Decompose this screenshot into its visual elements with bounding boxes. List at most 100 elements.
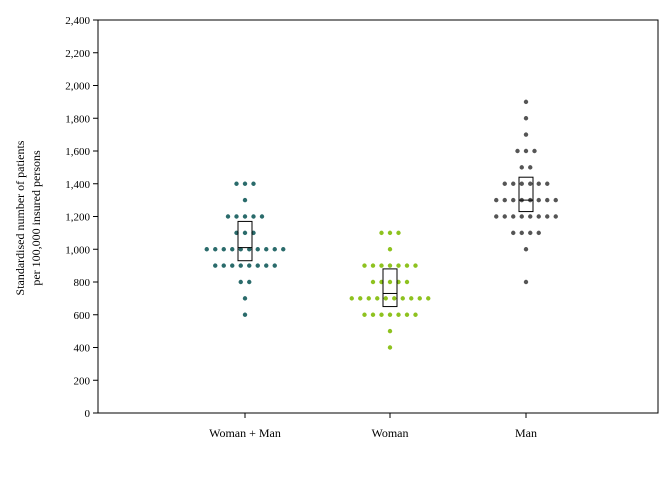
data-point bbox=[545, 181, 550, 186]
y-tick-label: 2,000 bbox=[65, 81, 90, 93]
data-point bbox=[281, 247, 286, 252]
plot-frame bbox=[97, 19, 659, 414]
data-point bbox=[230, 247, 235, 252]
data-point bbox=[272, 263, 277, 268]
data-point bbox=[494, 197, 499, 203]
data-point bbox=[536, 230, 541, 236]
data-point bbox=[225, 214, 231, 219]
data-point bbox=[379, 312, 384, 317]
y-tick-label: 1,200 bbox=[65, 212, 90, 224]
data-point bbox=[511, 214, 516, 219]
data-point bbox=[387, 247, 393, 252]
data-point bbox=[494, 214, 499, 219]
data-point bbox=[370, 312, 376, 317]
data-point bbox=[523, 148, 529, 154]
data-point bbox=[545, 214, 550, 219]
iqr-box bbox=[518, 176, 534, 213]
data-point bbox=[379, 230, 384, 236]
data-point bbox=[404, 279, 410, 285]
data-point bbox=[221, 247, 226, 252]
data-point bbox=[523, 132, 529, 137]
iqr-box bbox=[237, 220, 253, 262]
data-point bbox=[255, 263, 260, 268]
data-point bbox=[272, 247, 277, 252]
y-tick-label: 2,200 bbox=[65, 48, 90, 60]
data-point bbox=[413, 263, 418, 268]
data-point bbox=[387, 328, 393, 334]
data-point bbox=[238, 263, 243, 268]
data-point bbox=[502, 181, 507, 186]
data-point bbox=[523, 99, 529, 105]
data-point bbox=[426, 296, 431, 301]
data-point bbox=[259, 214, 265, 219]
data-point bbox=[396, 312, 401, 317]
data-point bbox=[247, 263, 252, 268]
data-point bbox=[400, 296, 405, 301]
data-point bbox=[396, 263, 401, 268]
data-point bbox=[358, 296, 363, 301]
data-point bbox=[511, 230, 516, 236]
y-tick-label: 2,400 bbox=[65, 15, 90, 27]
data-point bbox=[362, 263, 367, 268]
data-point bbox=[238, 247, 243, 252]
data-point bbox=[523, 116, 529, 121]
data-point bbox=[528, 230, 533, 236]
y-tick-label: 400 bbox=[74, 343, 91, 355]
data-point bbox=[264, 247, 269, 252]
data-point bbox=[387, 345, 393, 350]
data-point bbox=[502, 214, 507, 219]
data-point bbox=[387, 312, 393, 317]
data-point bbox=[370, 263, 376, 268]
data-point bbox=[536, 181, 541, 186]
data-point bbox=[213, 263, 218, 268]
data-point bbox=[392, 296, 397, 301]
y-tick-label: 0 bbox=[85, 408, 91, 420]
data-point bbox=[242, 214, 248, 219]
data-point bbox=[383, 296, 388, 301]
data-point bbox=[242, 312, 248, 317]
data-point bbox=[515, 148, 520, 154]
data-point bbox=[238, 279, 243, 285]
data-point bbox=[213, 247, 218, 252]
data-point bbox=[387, 263, 393, 268]
data-point bbox=[242, 197, 248, 203]
data-point bbox=[255, 247, 260, 252]
x-category-label: Woman bbox=[371, 426, 408, 440]
data-point bbox=[349, 296, 354, 301]
data-point bbox=[234, 214, 239, 219]
data-point bbox=[532, 148, 537, 154]
y-tick-label: 1,600 bbox=[65, 146, 90, 158]
data-point bbox=[370, 279, 376, 285]
data-point bbox=[528, 181, 533, 186]
data-point bbox=[396, 230, 401, 236]
data-point bbox=[247, 279, 252, 285]
x-category-label: Man bbox=[515, 426, 537, 440]
data-point bbox=[387, 279, 393, 285]
data-point bbox=[379, 263, 384, 268]
data-point bbox=[221, 263, 226, 268]
data-point bbox=[528, 214, 533, 219]
data-point bbox=[234, 181, 239, 186]
data-point bbox=[528, 165, 533, 170]
y-tick-label: 1,800 bbox=[65, 113, 90, 125]
data-point bbox=[553, 214, 558, 219]
y-tick-label: 1,000 bbox=[65, 244, 90, 256]
y-tick-label: 800 bbox=[74, 277, 91, 289]
data-point bbox=[242, 296, 248, 301]
data-point bbox=[242, 230, 248, 236]
data-point bbox=[511, 197, 516, 203]
y-tick-label: 200 bbox=[74, 375, 91, 387]
x-category-label: Woman + Man bbox=[209, 426, 281, 440]
iqr-box bbox=[382, 268, 398, 308]
data-point bbox=[519, 165, 524, 170]
data-point bbox=[536, 214, 541, 219]
data-point bbox=[242, 181, 248, 186]
data-point bbox=[519, 230, 524, 236]
data-point bbox=[375, 296, 380, 301]
data-point bbox=[251, 214, 256, 219]
data-point bbox=[404, 312, 410, 317]
data-point bbox=[519, 214, 524, 219]
data-point bbox=[511, 181, 516, 186]
data-point bbox=[409, 296, 414, 301]
